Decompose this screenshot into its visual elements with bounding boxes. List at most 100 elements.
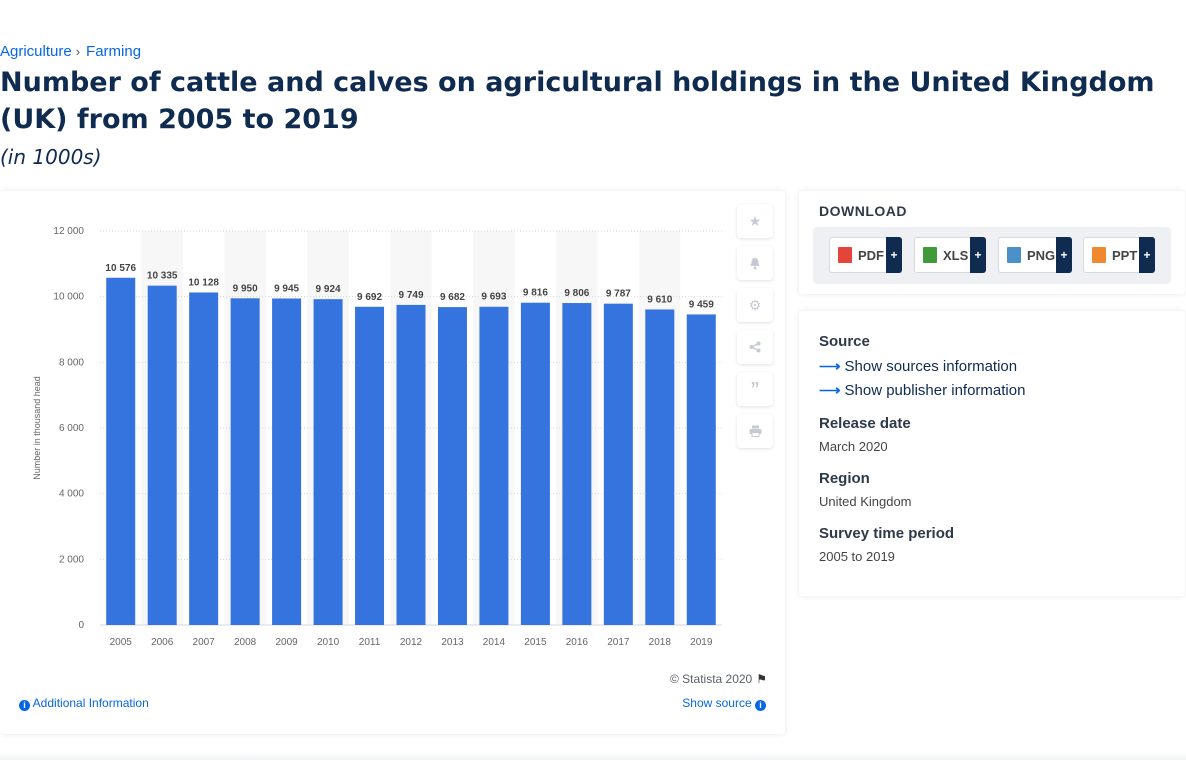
y-tick-label: 8 000 [59,357,84,368]
bar [603,303,633,625]
breadcrumb-agriculture[interactable]: Agriculture [0,43,72,60]
show-source-label: Show source [682,696,752,710]
survey-period-label: Survey time period [819,525,955,542]
breadcrumb-farming[interactable]: Farming [86,43,142,60]
download-title: DOWNLOAD [819,203,907,219]
favorite-button[interactable]: ★ [737,204,773,238]
bar [479,306,509,625]
chart-toolbar: ★ ⚙ ” [737,204,773,456]
data-label: 10 335 [147,271,178,282]
x-tick-label: 2018 [649,637,672,648]
breadcrumb-separator: › [75,44,81,59]
share-icon [749,341,761,353]
gear-icon: ⚙ [748,296,762,313]
data-label: 9 693 [481,292,506,303]
data-label: 9 692 [357,292,382,303]
additional-info-label: Additional Information [32,696,149,710]
x-tick-label: 2015 [524,637,547,648]
download-pdf-label: PDF [858,247,884,263]
x-tick-label: 2012 [400,637,423,648]
release-date-label: Release date [819,415,911,432]
print-button[interactable] [737,414,773,448]
breadcrumb: Agriculture › Farming [0,43,141,60]
bar [313,299,343,625]
data-label: 9 945 [274,283,299,294]
download-ppt-button[interactable]: PPT + [1083,237,1155,273]
ppt-file-icon [1092,247,1106,263]
show-sources-label: Show sources information [844,358,1018,375]
download-pdf-button[interactable]: PDF + [829,237,902,273]
plus-icon: + [1139,237,1155,273]
show-sources-link[interactable]: ⟶ Show sources information [819,357,1017,375]
chart-card: 0 2 000 4 000 6 000 8 000 10 000 12 000 Number … [0,191,785,734]
x-tick-label: 2017 [607,637,630,648]
data-label: 9 610 [647,294,672,305]
bar [272,298,302,625]
arrow-right-icon: ⟶ [819,382,841,399]
data-label: 9 924 [316,284,341,295]
data-label: 9 816 [523,288,548,299]
data-label: 9 950 [233,283,258,294]
xls-file-icon [923,247,937,263]
x-tick-label: 2013 [441,637,464,648]
data-label: 10 128 [188,277,219,288]
bar [437,307,467,625]
region-label: Region [819,470,870,487]
plus-icon: + [886,237,902,273]
y-tick-label: 2 000 [59,554,84,565]
y-tick-label: 12 000 [53,226,84,237]
y-tick-label: 10 000 [53,292,84,303]
notification-button[interactable] [737,246,773,280]
bar [686,314,716,625]
y-tick-label: 0 [78,620,84,631]
bell-icon [750,257,760,269]
page-subtitle: (in 1000s) [0,145,102,169]
bar [520,302,550,625]
region-value: United Kingdom [819,494,912,509]
download-xls-button[interactable]: XLS + [914,237,986,273]
download-xls-label: XLS [943,247,969,263]
x-tick-label: 2019 [690,637,713,648]
info-card: Source ⟶ Show sources information ⟶ Show p… [799,311,1185,596]
data-label: 9 749 [398,290,423,301]
png-file-icon [1007,247,1021,263]
x-tick-label: 2005 [110,637,133,648]
bar [562,303,592,625]
download-png-button[interactable]: PNG + [998,237,1072,273]
plus-icon: + [970,237,986,273]
flag-icon[interactable]: ⚑ [756,672,767,686]
source-label: Source [819,333,870,350]
cite-button[interactable]: ” [737,372,773,406]
share-button[interactable] [737,330,773,364]
data-label: 10 576 [105,263,136,274]
x-tick-label: 2006 [151,637,174,648]
y-tick-label: 6 000 [59,423,84,434]
x-tick-label: 2007 [193,637,216,648]
show-publisher-link[interactable]: ⟶ Show publisher information [819,381,1025,399]
page-bottom-edge [0,752,1186,760]
quote-icon: ” [750,378,760,399]
download-card: DOWNLOAD PDF + XLS + PNG + PPT + [799,191,1185,294]
x-tick-label: 2016 [566,637,589,648]
pdf-file-icon [838,247,852,263]
star-icon: ★ [748,212,762,229]
print-icon [749,425,761,437]
bar [106,277,136,625]
data-label: 9 682 [440,292,465,303]
bar-chart: 0 2 000 4 000 6 000 8 000 10 000 12 000 Number … [32,226,722,648]
bar [645,309,675,625]
show-source-link[interactable]: Show source i [682,696,766,711]
info-icon: i [755,700,766,711]
show-publisher-label: Show publisher information [844,382,1026,399]
info-icon: i [19,700,30,711]
settings-button[interactable]: ⚙ [737,288,773,322]
bar [230,298,260,625]
page-title: Number of cattle and calves on agricultu… [0,67,1155,135]
additional-info-link[interactable]: i Additional Information [19,696,149,711]
data-label: 9 787 [606,289,631,300]
x-tick-label: 2009 [275,637,298,648]
data-label: 9 459 [689,299,714,310]
download-ppt-label: PPT [1112,247,1138,263]
y-axis-label: Number in thousand head [32,376,42,480]
bar [355,306,385,625]
